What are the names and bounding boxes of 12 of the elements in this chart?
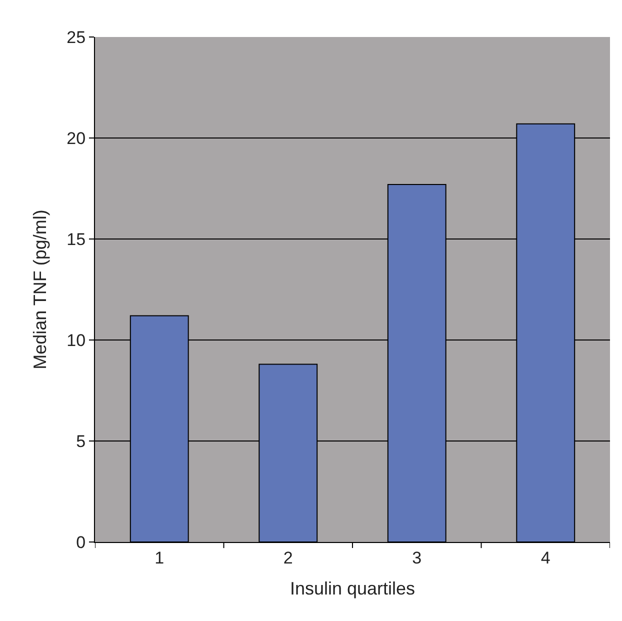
y-tick-label: 0 [76,532,86,552]
y-axis-title: Median TNF (pg/ml) [30,210,50,370]
y-tick-label: 25 [66,28,86,47]
x-tick-label: 2 [283,548,293,568]
y-tick-label: 20 [66,128,86,148]
x-axis-title: Insulin quartiles [290,578,416,598]
x-tick-label: 3 [412,548,422,568]
x-tick-label: 4 [540,548,550,568]
x-tick-label: 1 [154,548,164,568]
y-tick-label: 10 [66,330,86,350]
y-tick-label: 15 [66,230,86,249]
y-tick-label: 5 [76,432,86,451]
